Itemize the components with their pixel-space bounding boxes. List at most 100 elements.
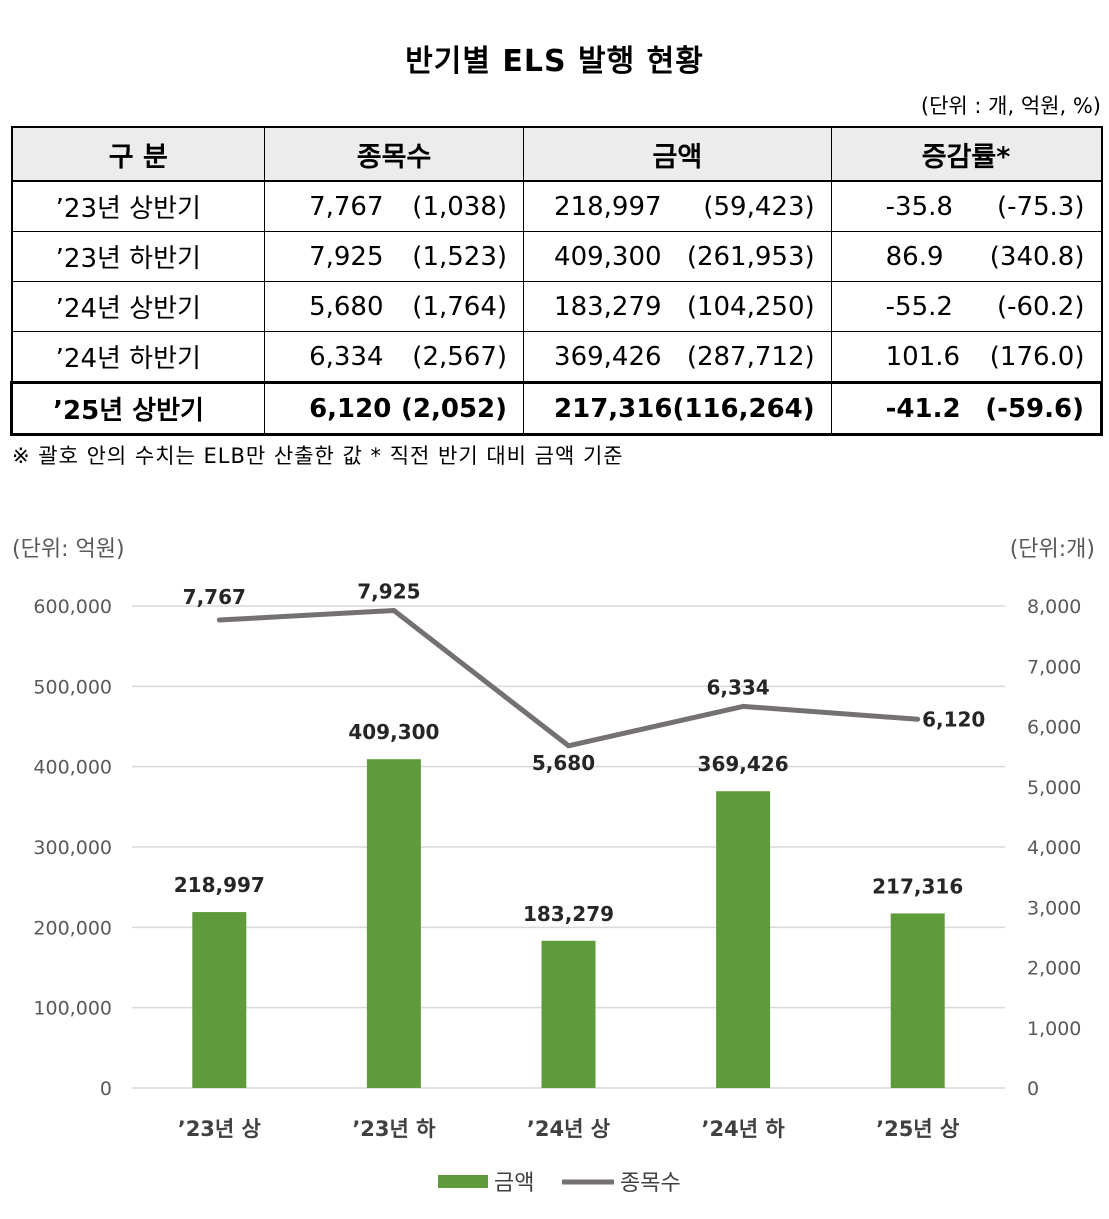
- rate-elb-value: (-59.6): [985, 393, 1084, 424]
- line-count: [219, 608, 918, 749]
- line-point: [915, 716, 921, 722]
- count-cell: 7,767 (1,038): [264, 180, 525, 232]
- table-row: ’23년 하반기 7,925 (1,523) 409,300 (261,953) 86.9…: [10, 231, 1103, 282]
- line-data-label: 6,120: [922, 707, 985, 731]
- bar-data-label: 409,300: [348, 720, 439, 744]
- period-label: ’24년 상반기: [55, 294, 201, 324]
- right-axis-tick: 4,000: [1027, 837, 1081, 859]
- rate-elb-value: (-75.3): [996, 191, 1085, 222]
- x-tick-label: ’24년 상: [527, 1117, 610, 1141]
- bar-data-label: 217,316: [872, 874, 963, 898]
- table-row: ’25년 상반기 6,120 (2,052) 217,316 (116,264) -41.…: [9, 381, 1104, 436]
- bar-amount: [541, 940, 596, 1088]
- period-label: ’25년 상반기: [53, 396, 204, 426]
- right-axis-tick: 0: [1027, 1078, 1039, 1100]
- bar-amount: [192, 912, 247, 1088]
- header-period: 구 분: [10, 126, 266, 182]
- period-cell: ’25년 상반기: [9, 381, 266, 436]
- rate-value: -41.2: [885, 393, 961, 424]
- line-data-label: 7,925: [357, 580, 420, 604]
- amount-cell: 218,997 (59,423): [523, 180, 832, 232]
- count-elb-value: (1,523): [412, 241, 508, 272]
- line-point: [391, 608, 397, 614]
- footnote: ※ 괄호 안의 수치는 ELB만 산출한 값 * 직전 반기 대비 금액 기준: [12, 444, 624, 468]
- left-axis-tick: 500,000: [33, 676, 112, 698]
- table-header-row: 구 분 종목수 금액 증감률*: [10, 126, 1103, 182]
- line-data-label: 5,680: [532, 751, 595, 775]
- line-data-label: 6,334: [706, 675, 769, 699]
- left-axis-tick: 0: [100, 1078, 112, 1100]
- legend-swatch-amount: [438, 1175, 488, 1188]
- count-value: 6,334: [309, 341, 384, 372]
- count-elb-value: (1,764): [412, 291, 508, 322]
- amount-cell: 409,300 (261,953): [523, 231, 832, 282]
- right-axis-unit: (단위:개): [1010, 537, 1095, 562]
- page-title: 반기별 ELS 발행 현황: [405, 44, 704, 79]
- amount-value: 409,300: [554, 241, 662, 272]
- x-tick-label: ’23년 하: [352, 1117, 436, 1141]
- count-cell: 6,120 (2,052): [264, 381, 525, 436]
- els-chart: 218,997 409,300 183,279 369,426 217,316 7,767…: [12, 537, 1095, 1196]
- rate-cell: -55.2 (-60.2): [830, 281, 1103, 332]
- line-data-label: 7,767: [183, 585, 246, 609]
- amount-elb-value: (261,953): [686, 241, 815, 272]
- right-axis-tick: 2,000: [1027, 958, 1081, 980]
- header-count: 종목수: [264, 126, 525, 182]
- count-cell: 6,334 (2,567): [264, 331, 525, 383]
- rate-cell: 86.9 (340.8): [830, 231, 1103, 282]
- amount-elb-value: (104,250): [686, 291, 815, 322]
- rate-elb-value: (176.0): [989, 341, 1085, 372]
- period-label: ’23년 상반기: [55, 194, 201, 224]
- right-axis-tick: 7,000: [1027, 656, 1081, 678]
- rate-value: 86.9: [885, 241, 944, 272]
- rate-cell: -41.2 (-59.6): [830, 381, 1104, 436]
- unit-note: (단위 : 개, 억원, %): [920, 94, 1101, 118]
- period-cell: ’24년 상반기: [10, 281, 266, 332]
- rate-cell: 101.6 (176.0): [830, 331, 1103, 383]
- x-tick-label: ’24년 하: [702, 1117, 786, 1141]
- count-cell: 5,680 (1,764): [264, 281, 525, 332]
- legend-label-count: 종목수: [620, 1171, 681, 1196]
- count-value: 5,680: [309, 291, 384, 322]
- left-axis-unit: (단위: 억원): [12, 537, 125, 562]
- amount-value: 183,279: [554, 291, 662, 322]
- amount-elb-value: (59,423): [703, 191, 815, 222]
- table-row: ’24년 상반기 5,680 (1,764) 183,279 (104,250) -55.…: [10, 281, 1103, 332]
- amount-elb-value: (116,264): [672, 393, 815, 424]
- bar-amount: [366, 759, 421, 1088]
- bar-amount: [716, 791, 771, 1088]
- table-row: ’24년 하반기 6,334 (2,567) 369,426 (287,712) 101.…: [10, 331, 1103, 383]
- bar-data-label: 218,997: [174, 873, 265, 897]
- header-rate: 증감률*: [830, 126, 1103, 182]
- count-elb-value: (1,038): [412, 191, 508, 222]
- right-axis-tick: 5,000: [1027, 777, 1081, 799]
- period-label: ’24년 하반기: [55, 344, 201, 374]
- bar-data-label: 369,426: [698, 752, 789, 776]
- count-value: 6,120: [309, 393, 392, 424]
- count-elb-value: (2,052): [401, 393, 508, 424]
- x-tick-label: ’23년 상: [178, 1117, 261, 1141]
- legend-label-amount: 금액: [494, 1171, 534, 1196]
- right-axis-tick: 8,000: [1027, 596, 1081, 618]
- count-value: 7,767: [309, 191, 384, 222]
- bar-amount: [890, 913, 945, 1088]
- count-cell: 7,925 (1,523): [264, 231, 525, 282]
- rate-value: -35.8: [885, 191, 953, 222]
- amount-cell: 217,316 (116,264): [523, 381, 832, 436]
- left-axis-tick: 100,000: [33, 998, 112, 1020]
- period-cell: ’24년 하반기: [10, 331, 266, 383]
- left-axis-tick: 300,000: [33, 837, 112, 859]
- table-row: ’23년 상반기 7,767 (1,038) 218,997 (59,423) -35.8…: [10, 180, 1103, 232]
- period-label: ’23년 하반기: [55, 244, 201, 274]
- line-point: [740, 703, 746, 709]
- line-point: [216, 617, 222, 623]
- bar-data-label: 183,279: [523, 902, 614, 926]
- rate-elb-value: (340.8): [989, 241, 1085, 272]
- els-table: 구 분 종목수 금액 증감률* ’23년 상반기 7,767 (1,038) 218,…: [9, 126, 1104, 436]
- left-axis-tick: 400,000: [33, 757, 112, 779]
- x-tick-label: ’25년 상: [876, 1117, 959, 1141]
- right-axis-tick: 3,000: [1027, 897, 1081, 919]
- amount-elb-value: (287,712): [686, 341, 815, 372]
- count-value: 7,925: [309, 241, 384, 272]
- header-amount: 금액: [523, 126, 832, 182]
